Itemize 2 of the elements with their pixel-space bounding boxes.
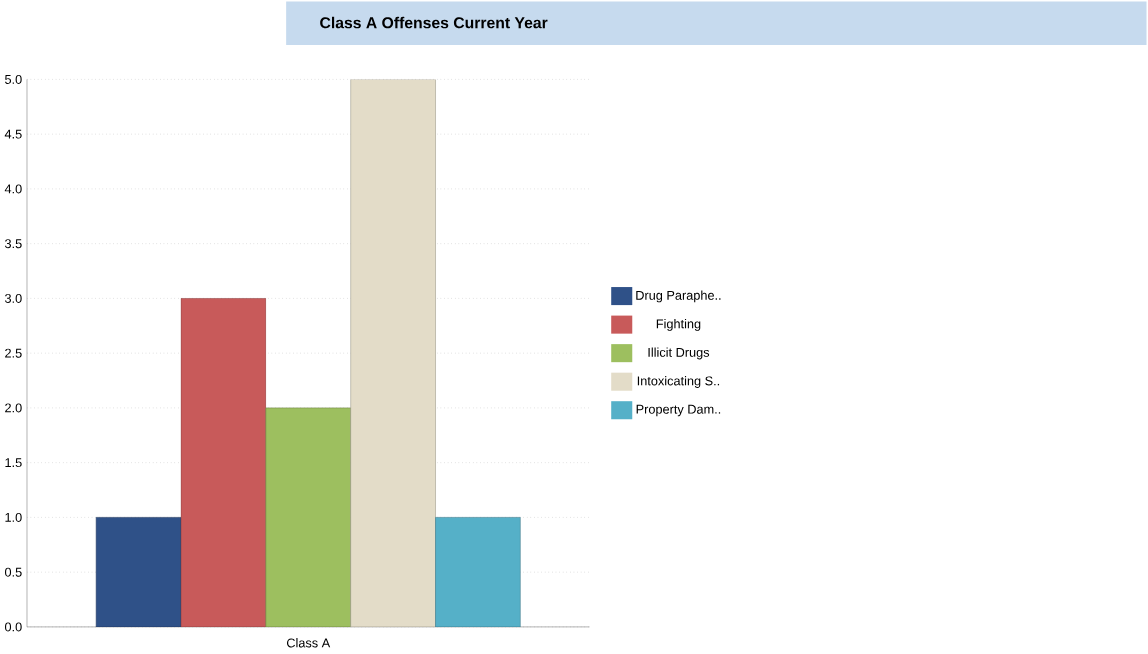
bar xyxy=(95,516,182,627)
bar xyxy=(180,297,267,627)
